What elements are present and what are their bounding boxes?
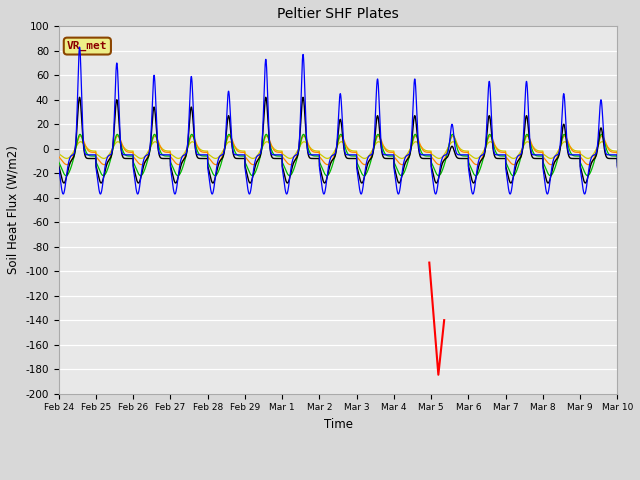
Y-axis label: Soil Heat Flux (W/m2): Soil Heat Flux (W/m2): [7, 145, 20, 275]
Hukseflux: [433, 180, 440, 186]
pSHF 5: [614, 151, 621, 156]
pSHF 3: [55, 159, 63, 165]
pSHF 2: [156, 150, 163, 156]
Line: pSHF 5: pSHF 5: [59, 142, 618, 158]
Hukseflux: [463, 156, 471, 161]
pSHF 5: [463, 148, 471, 154]
Hukseflux: [614, 163, 621, 168]
Text: VR_met: VR_met: [67, 41, 108, 51]
pSHF 5: [613, 148, 621, 154]
pSHF 4: [613, 149, 621, 155]
pSHF 4: [433, 160, 440, 166]
pSHF 3: [317, 163, 325, 169]
pSHF 4: [317, 156, 325, 162]
pSHF 3: [495, 153, 503, 158]
Line: pSHF 2: pSHF 2: [59, 47, 618, 194]
pSHF 5: [495, 147, 503, 153]
Title: Peltier SHF Plates: Peltier SHF Plates: [277, 7, 399, 21]
pSHF 2: [613, 152, 621, 158]
pSHF 2: [55, 165, 63, 170]
pSHF 5: [55, 151, 63, 156]
pSHF 5: [337, 139, 345, 144]
Line: pSHF 4: pSHF 4: [59, 136, 618, 165]
pSHF 4: [614, 154, 621, 159]
Hukseflux: [55, 163, 63, 168]
pSHF 3: [561, 132, 568, 137]
pSHF 4: [55, 154, 63, 159]
pSHF 5: [156, 142, 163, 148]
pSHF 3: [360, 173, 368, 179]
Hukseflux: [156, 152, 163, 157]
pSHF 5: [317, 152, 325, 158]
pSHF 3: [614, 159, 621, 165]
pSHF 5: [433, 155, 440, 160]
Hukseflux: [246, 180, 254, 186]
Hukseflux: [317, 171, 325, 177]
pSHF 2: [357, 191, 365, 197]
pSHF 4: [156, 141, 163, 146]
pSHF 3: [463, 153, 471, 159]
pSHF 2: [317, 179, 325, 184]
pSHF 5: [212, 156, 220, 161]
pSHF 4: [463, 149, 471, 155]
pSHF 4: [486, 133, 494, 139]
pSHF 4: [495, 149, 503, 155]
pSHF 1: [433, 347, 440, 353]
Line: pSHF 1: pSHF 1: [429, 263, 444, 375]
Line: pSHF 3: pSHF 3: [59, 134, 618, 176]
Hukseflux: [262, 95, 269, 100]
pSHF 2: [76, 44, 83, 50]
pSHF 3: [433, 171, 440, 177]
X-axis label: Time: Time: [324, 418, 353, 431]
Line: Hukseflux: Hukseflux: [59, 97, 618, 183]
Hukseflux: [495, 156, 503, 161]
pSHF 2: [495, 152, 503, 158]
pSHF 4: [547, 162, 555, 168]
pSHF 2: [614, 165, 621, 170]
Hukseflux: [613, 156, 621, 161]
pSHF 3: [613, 153, 621, 159]
pSHF 2: [463, 152, 471, 158]
pSHF 3: [156, 145, 163, 151]
pSHF 2: [433, 189, 440, 195]
